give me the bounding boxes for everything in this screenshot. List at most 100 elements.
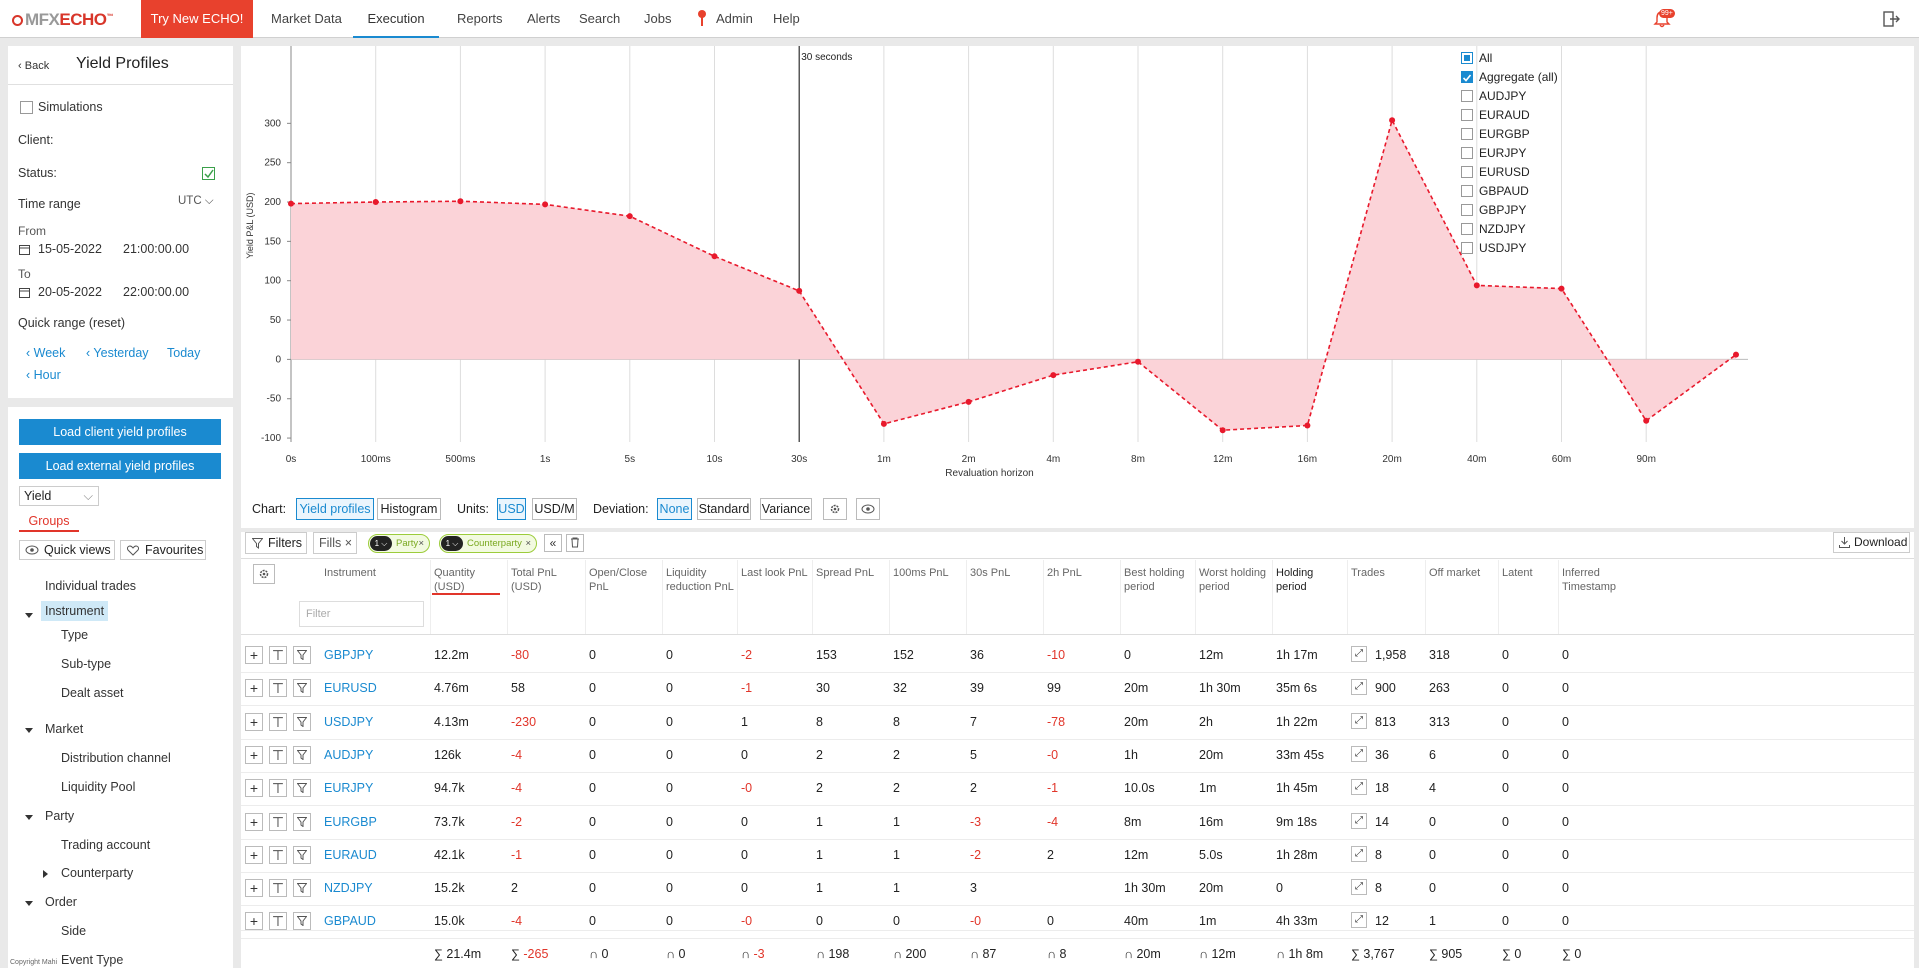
expand-row-button[interactable]: + <box>245 879 263 898</box>
expand-trades-button[interactable]: ⤢ <box>1351 745 1367 762</box>
column-header[interactable]: Trades <box>1351 567 1385 579</box>
instrument-link[interactable]: EURAUD <box>324 847 377 862</box>
nav-market-data[interactable]: Market Data <box>271 11 342 26</box>
tree-event-type[interactable]: Event Type <box>61 953 124 967</box>
table-row[interactable] <box>241 905 1914 938</box>
expand-row-button[interactable]: + <box>245 845 263 864</box>
deviation-none-toggle[interactable]: None <box>657 498 692 520</box>
column-header[interactable]: Last look PnL <box>741 567 808 579</box>
app-logo[interactable]: MFXECHO™ <box>12 10 113 30</box>
tree-individual-trades[interactable]: Individual trades <box>45 579 137 593</box>
close-icon[interactable]: × <box>344 536 353 550</box>
pin-row-button[interactable]: ⊤ <box>269 679 287 698</box>
filter-row-button[interactable] <box>293 845 311 864</box>
tree-market[interactable]: Market <box>45 722 84 736</box>
party-filter-chip[interactable]: 1 ⌵ Party × <box>368 534 430 553</box>
grid-settings-button[interactable] <box>253 564 275 584</box>
table-row[interactable] <box>241 772 1914 805</box>
legend-checkbox[interactable] <box>1461 109 1473 121</box>
table-row[interactable] <box>241 839 1914 872</box>
mode-select[interactable]: Yield ⌵ <box>19 486 99 506</box>
table-row[interactable] <box>241 706 1914 739</box>
instrument-filter-input[interactable]: Filter <box>299 601 424 627</box>
from-time-field[interactable]: 21:00:00.00 <box>123 242 190 256</box>
tree-side[interactable]: Side <box>61 924 87 938</box>
column-header[interactable]: Total PnL (USD) <box>511 567 557 593</box>
status-checkbox[interactable] <box>202 167 215 180</box>
tree-dealt-asset[interactable]: Dealt asset <box>61 686 124 700</box>
column-header[interactable]: Spread PnL <box>816 567 875 579</box>
filter-row-button[interactable] <box>293 812 311 831</box>
column-header[interactable]: 30s PnL <box>970 567 1011 579</box>
pin-row-button[interactable]: ⊤ <box>269 912 287 931</box>
legend-checkbox[interactable] <box>1461 166 1473 178</box>
close-icon[interactable]: × <box>525 538 531 549</box>
nav-help[interactable]: Help <box>773 11 800 26</box>
units-usd-toggle[interactable]: USD <box>497 498 526 520</box>
filter-row-button[interactable] <box>293 879 311 898</box>
back-link[interactable]: ‹ Back <box>18 60 50 72</box>
quick-range-today[interactable]: Today <box>167 346 201 360</box>
load-client-yield-profiles-button[interactable]: Load client yield profiles <box>19 419 221 445</box>
instrument-link[interactable]: GBPAUD <box>324 914 376 929</box>
chart-settings-button[interactable] <box>823 498 847 520</box>
to-date-field[interactable]: 20-05-2022 <box>38 285 102 299</box>
instrument-link[interactable]: USDJPY <box>324 714 374 729</box>
pin-row-button[interactable]: ⊤ <box>269 812 287 831</box>
filter-row-button[interactable] <box>293 712 311 731</box>
table-row[interactable] <box>241 672 1914 705</box>
favourites-button[interactable]: Favourites <box>120 540 206 560</box>
expand-trades-button[interactable]: ⤢ <box>1351 779 1367 796</box>
close-icon[interactable]: × <box>418 538 424 549</box>
tree-counterparty[interactable]: Counterparty <box>61 866 134 880</box>
caret-down-icon[interactable] <box>25 815 33 820</box>
expand-row-button[interactable]: + <box>245 912 263 931</box>
tree-instrument[interactable]: Instrument <box>41 601 109 621</box>
deviation-standard-toggle[interactable]: Standard <box>697 498 751 520</box>
pin-row-button[interactable]: ⊤ <box>269 712 287 731</box>
expand-row-button[interactable]: + <box>245 712 263 731</box>
quick-range-hour[interactable]: ‹ Hour <box>26 368 61 382</box>
caret-down-icon[interactable] <box>25 901 33 906</box>
nav-admin[interactable]: Admin <box>716 11 753 26</box>
download-button[interactable]: Download <box>1833 532 1910 553</box>
filters-button[interactable]: Filters <box>245 532 307 554</box>
expand-trades-button[interactable]: ⤢ <box>1351 879 1367 896</box>
column-header[interactable]: Holding period <box>1276 567 1314 593</box>
tree-liquidity-pool[interactable]: Liquidity Pool <box>61 780 136 794</box>
tree-party[interactable]: Party <box>45 809 75 823</box>
instrument-link[interactable]: NZDJPY <box>324 881 373 896</box>
legend-checkbox[interactable] <box>1461 128 1473 140</box>
from-date-field[interactable]: 15-05-2022 <box>38 242 102 256</box>
yield-profile-chart[interactable]: 0s 100ms 500ms 1s 5s 10s 30s 1m 2m 4m 8m 12m 16m 20m 4… <box>241 46 1914 496</box>
histogram-toggle[interactable]: Histogram <box>377 498 441 520</box>
expand-trades-button[interactable]: ⤢ <box>1351 712 1367 729</box>
column-header[interactable]: Inferred Timestamp <box>1562 567 1616 593</box>
quick-views-button[interactable]: Quick views <box>19 540 115 560</box>
legend-checkbox[interactable] <box>1461 242 1473 254</box>
legend-checkbox[interactable] <box>1461 71 1473 83</box>
legend-checkbox[interactable] <box>1461 52 1473 64</box>
counterparty-filter-chip[interactable]: 1 ⌵ Counterparty × <box>439 534 537 553</box>
expand-trades-button[interactable]: ⤢ <box>1351 812 1367 829</box>
tree-trading-account[interactable]: Trading account <box>61 838 151 852</box>
legend-checkbox[interactable] <box>1461 90 1473 102</box>
tab-groups[interactable]: Groups <box>19 514 79 532</box>
delete-filters-button[interactable] <box>566 534 584 552</box>
instrument-link[interactable]: EURGBP <box>324 814 377 829</box>
nav-execution[interactable]: Execution <box>353 0 439 38</box>
tree-order[interactable]: Order <box>45 895 77 909</box>
expand-row-button[interactable]: + <box>245 679 263 698</box>
collapse-left-button[interactable]: « <box>544 534 562 552</box>
quick-range-reset-link[interactable]: Quick range (reset) <box>18 316 125 330</box>
filter-row-button[interactable] <box>293 646 311 664</box>
column-header[interactable]: Best holding period <box>1124 567 1185 593</box>
logout-icon[interactable] <box>1882 10 1900 28</box>
quick-range-yesterday[interactable]: ‹ Yesterday <box>86 346 149 360</box>
caret-down-icon[interactable] <box>25 728 33 733</box>
pin-row-button[interactable]: ⊤ <box>269 779 287 798</box>
to-time-field[interactable]: 22:00:00.00 <box>123 285 190 299</box>
legend-checkbox[interactable] <box>1461 185 1473 197</box>
instrument-link[interactable]: AUDJPY <box>324 747 374 762</box>
expand-row-button[interactable]: + <box>245 646 263 664</box>
